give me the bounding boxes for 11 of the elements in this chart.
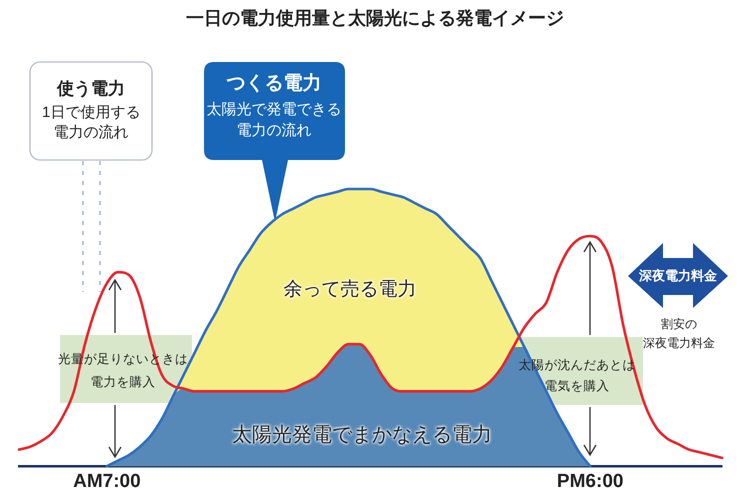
x-tick-label: AM7:00	[73, 470, 141, 492]
x-tick-label: PM6:00	[556, 470, 624, 492]
text: 太陽光で発電できる電力の流れ	[206, 100, 342, 141]
annotation: 余って売る電力	[284, 278, 416, 302]
annotation: 割安の深夜電力料金	[643, 316, 715, 352]
annotation: 深夜電力料金	[639, 268, 717, 284]
text: 使う電力	[57, 78, 125, 98]
chart-title: 一日の電力使用量と太陽光による発電イメージ	[186, 6, 564, 30]
text: つくる電力	[226, 72, 322, 96]
text: 1日で使用する電力の流れ	[42, 103, 140, 143]
annotation: 太陽光発電でまかなえる電力	[232, 422, 492, 448]
